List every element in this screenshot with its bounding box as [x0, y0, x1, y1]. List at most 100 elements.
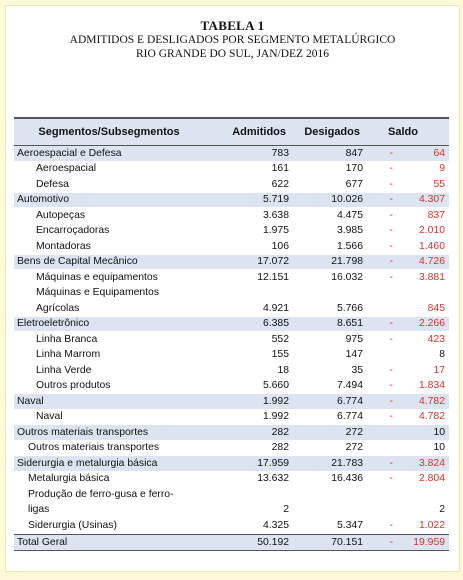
desligados-cell: 16.436 — [331, 473, 363, 485]
segment-cell: Autopeças — [36, 209, 86, 221]
desligados-cell: 5.766 — [336, 302, 363, 314]
saldo-cell: 845 — [427, 302, 445, 314]
total-desligados: 70.151 — [331, 536, 363, 548]
table-row: Máquinas e Equipamentos — [14, 286, 449, 301]
table-subtitle-line-2: RIO GRANDE DO SUL, JAN/DEZ 2016 — [136, 48, 329, 60]
minus-sign-cell: - — [389, 519, 393, 531]
segment-cell: Aeroespacial — [36, 163, 97, 175]
segment-cell: Linha Marrom — [36, 349, 101, 361]
segment-cell: Outros produtos — [36, 380, 111, 392]
admitidos-cell: 1.992 — [262, 411, 289, 423]
desligados-cell: 6.774 — [336, 411, 363, 423]
saldo-cell: 1.460 — [418, 240, 445, 252]
saldo-cell: 4.782 — [418, 411, 445, 423]
segment-cell: Naval — [17, 395, 44, 407]
table-row: Defesa 622 677 - 55 — [14, 177, 449, 193]
segment-cell: Outros materiais transportes — [28, 442, 160, 454]
table-row: Linha Marrom 155 147 8 — [14, 348, 449, 363]
minus-sign-cell: - — [389, 271, 393, 283]
desligados-cell: 21.798 — [331, 256, 363, 268]
segment-cell: Máquinas e equipamentos — [36, 271, 158, 283]
table-subtitle-line-1: ADMITIDOS E DESLIGADOS POR SEGMENTO META… — [69, 34, 396, 46]
table-row: Outros produtos 5.660 7.494 - 1.834 — [14, 379, 449, 394]
minus-sign-cell: - — [389, 178, 393, 190]
desligados-cell: 8.651 — [336, 318, 363, 330]
table-total-row: Total Geral 50.192 70.151 - 19.959 — [14, 533, 449, 551]
segment-cell: Produção de ferro-gusa e ferro- — [28, 488, 174, 500]
admitidos-cell: 1.992 — [262, 395, 289, 407]
admitidos-cell: 6.385 — [262, 318, 289, 330]
segment-cell: Defesa — [36, 178, 69, 190]
segment-cell: Automotivo — [17, 194, 69, 206]
admitidos-cell: 622 — [271, 178, 289, 190]
header-desligados: Desigados — [304, 126, 360, 138]
saldo-cell: 2.266 — [418, 318, 445, 330]
table-row: Máquinas e equipamentos 12.151 16.032 - 3.88… — [14, 270, 449, 286]
minus-sign-cell: - — [389, 380, 393, 392]
table-title: TABELA 1 — [200, 18, 265, 33]
admitidos-cell: 17.959 — [257, 457, 289, 469]
segment-cell: Eletroeletrônico — [17, 318, 90, 330]
table-row: Metalurgia básica 13.632 16.436 - 2.804 — [14, 472, 449, 487]
desligados-cell: 6.774 — [336, 395, 363, 407]
table-body: Aeroespacial e Defesa 783 847-64 Aeroespaci… — [14, 146, 449, 534]
desligados-cell: 847 — [345, 147, 363, 159]
table-group-row: Outros materiais transportes 282 272 10 — [14, 425, 449, 441]
table-row: Siderurgia (Usinas) 4.325 5.347 - 1.022 — [14, 518, 449, 534]
saldo-cell: 3.881 — [418, 271, 445, 283]
desligados-cell: 10.026 — [331, 194, 363, 206]
saldo-cell: 423 — [427, 333, 445, 345]
minus-sign-cell: - — [389, 194, 393, 206]
table-row: Linha Branca 552 975 - 423 — [14, 332, 449, 348]
title-block: TABELA 1 ADMITIDOS E DESLIGADOS POR SEGM… — [6, 18, 459, 61]
segment-cell: Linha Branca — [36, 333, 98, 345]
desligados-cell: 35 — [351, 364, 363, 376]
total-minus-sign: - — [389, 536, 393, 548]
admitidos-cell: 4.325 — [262, 519, 289, 531]
desligados-cell: 7.494 — [336, 380, 363, 392]
desligados-cell: 147 — [345, 349, 363, 361]
admitidos-cell: 17.072 — [257, 256, 289, 268]
desligados-cell: 1.566 — [336, 240, 363, 252]
admitidos-cell: 282 — [271, 442, 289, 454]
segment-cell: Máquinas e Equipamentos — [36, 287, 160, 299]
header-segmentos: Segmentos/Subsegmentos — [38, 126, 180, 138]
document-page: TABELA 1 ADMITIDOS E DESLIGADOS POR SEGM… — [5, 5, 460, 572]
admitidos-cell: 3.638 — [262, 209, 289, 221]
table-group-row: Eletroeletrônico 6.385 8.651 - 2.266 — [14, 316, 449, 332]
table-row: Produção de ferro-gusa e ferro- — [14, 487, 449, 503]
table-row: Naval 1.992 6.774 - 4.782 — [14, 410, 449, 425]
admitidos-cell: 4.921 — [262, 302, 289, 314]
total-label: Total Geral — [17, 536, 68, 548]
table-group-row: Siderurgia e metalurgia básica 17.959 21.7… — [14, 456, 449, 472]
saldo-cell: 64 — [433, 147, 445, 159]
segment-cell: Naval — [36, 411, 63, 423]
table-row: Montadoras 106 1.566 - 1.460 — [14, 239, 449, 255]
admitidos-cell: 1.975 — [262, 225, 289, 237]
desligados-cell: 5.347 — [336, 519, 363, 531]
table-row: ligas 2 2 — [14, 503, 449, 518]
admitidos-cell: 12.151 — [257, 271, 289, 283]
desligados-cell: 677 — [345, 178, 363, 190]
admitidos-cell: 282 — [271, 426, 289, 438]
admitidos-cell: 161 — [271, 163, 289, 175]
segment-cell: Siderurgia e metalurgia básica — [17, 457, 158, 469]
table-header-row: Segmentos/Subsegmentos Admitidos Desigad… — [14, 117, 449, 146]
saldo-cell: 2.010 — [418, 225, 445, 237]
desligados-cell: 272 — [345, 426, 363, 438]
table-row: Autopeças 3.638 4.475 - 837 — [14, 208, 449, 224]
table-row: Outros materiais transportes 282 272 10 — [14, 441, 449, 456]
desligados-cell: 272 — [345, 442, 363, 454]
saldo-cell: 4.782 — [418, 395, 445, 407]
saldo-cell: 2.804 — [418, 473, 445, 485]
minus-sign-cell: - — [389, 333, 393, 345]
saldo-cell: 1.834 — [418, 380, 445, 392]
saldo-cell: 8 — [439, 349, 445, 361]
table-group-row: Aeroespacial e Defesa 783 847 - 64 — [14, 146, 449, 162]
admitidos-cell: 13.632 — [257, 473, 289, 485]
minus-sign-cell: - — [389, 147, 393, 159]
minus-sign-cell: - — [389, 395, 393, 407]
saldo-cell: 17 — [433, 364, 445, 376]
desligados-cell: 975 — [345, 333, 363, 345]
